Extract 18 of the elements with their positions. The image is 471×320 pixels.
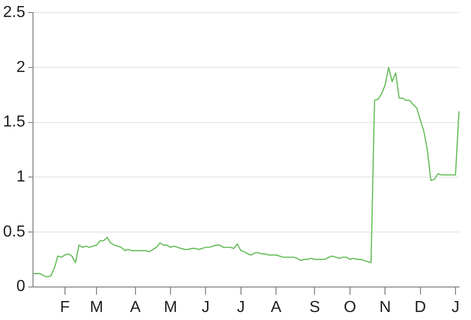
x-tick-label: J	[202, 298, 210, 316]
x-tick-label: J	[236, 298, 245, 316]
x-tick-label: O	[344, 298, 356, 316]
x-tick-label: D	[414, 298, 426, 316]
x-tick-label: A	[130, 298, 141, 316]
x-tick-label: N	[379, 298, 391, 316]
x-tick-label: S	[309, 298, 320, 316]
y-tick-label: 1.5	[2, 114, 26, 131]
x-tick-label: F	[60, 298, 70, 316]
x-tick-label: A	[270, 298, 282, 316]
y-tick-label: 2	[16, 58, 26, 76]
x-tick-label: M	[164, 298, 178, 316]
y-tick-label: 1	[16, 168, 26, 186]
x-tick-label: J	[451, 298, 460, 316]
y-tick-label: 0	[16, 278, 26, 296]
x-tick-label: M	[90, 298, 104, 316]
y-tick-label: 0.5	[2, 223, 26, 240]
y-tick-label: 2.5	[2, 4, 26, 22]
